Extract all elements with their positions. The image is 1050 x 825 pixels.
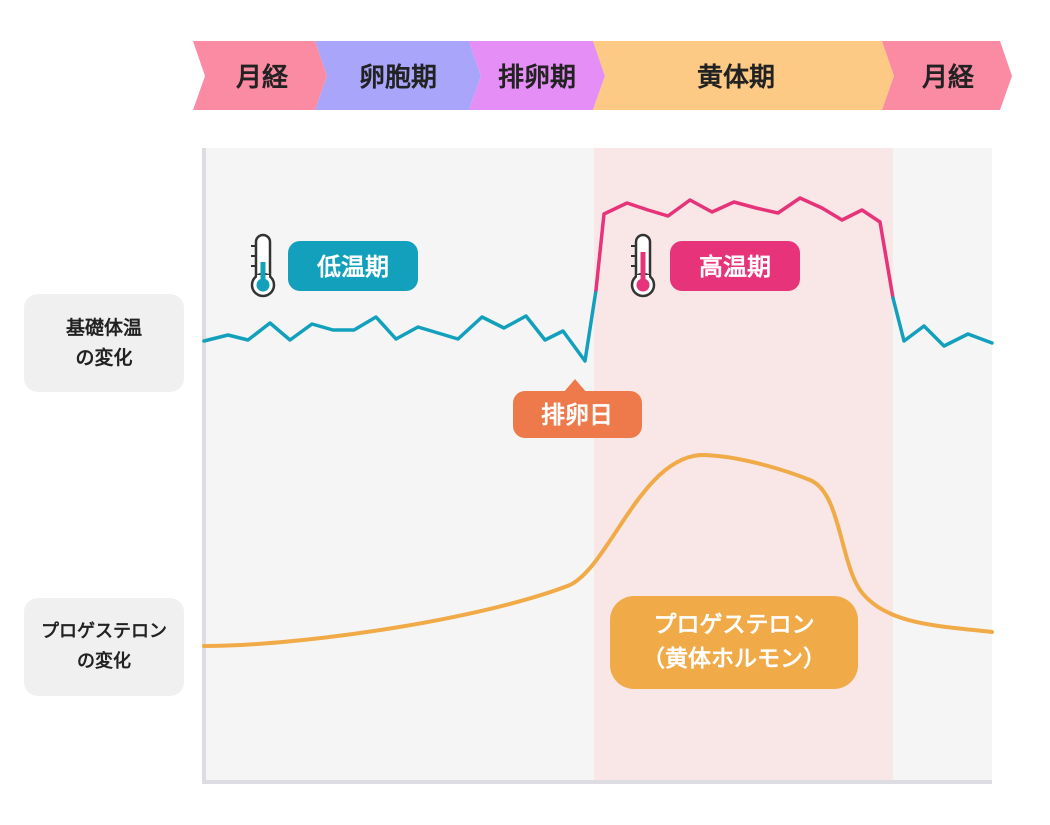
side-label-bbt: 基礎体温 の変化 <box>24 294 184 392</box>
phase-banner: 月経 卵胞期 排卵期 黄体期 月経 <box>193 41 1012 110</box>
phase-chevron-menstruation-2 <box>882 41 1012 110</box>
phase-chevron-ovulatory <box>469 41 605 110</box>
ovulation-day-label: 排卵日 <box>541 401 613 429</box>
phase-label-menstruation-1: 月経 <box>235 62 289 93</box>
ovulation-day-pointer <box>563 379 587 393</box>
high-temp-group: 高温期 <box>630 233 800 298</box>
progesterone-callout: プロゲステロン （黄体ホルモン） <box>610 596 858 689</box>
side-label-bbt-line2: の変化 <box>75 347 133 369</box>
bbt-line-high-phase <box>594 196 895 300</box>
high-temp-label: 高温期 <box>699 253 771 281</box>
bbt-line-low-phase <box>202 288 598 363</box>
ovulation-day-badge <box>513 391 642 438</box>
phase-label-ovulatory: 排卵期 <box>498 63 576 93</box>
phase-label-luteal: 黄体期 <box>697 63 775 93</box>
side-label-bbt-line1: 基礎体温 <box>65 317 142 339</box>
phase-chevron-menstruation-1 <box>193 41 327 110</box>
phase-chevron-luteal <box>593 41 894 110</box>
thermometer-icon <box>630 233 656 298</box>
side-label-progesterone-line1: プロゲステロン <box>41 621 167 642</box>
phase-chevron-follicular <box>315 41 481 110</box>
low-temp-badge <box>288 241 418 291</box>
side-label-progesterone-line2: の変化 <box>77 651 131 672</box>
low-temp-label: 低温期 <box>316 253 389 281</box>
progesterone-badge-line1: プロゲステロン <box>654 612 815 638</box>
phase-label-menstruation-2: 月経 <box>921 62 975 93</box>
phase-label-follicular: 卵胞期 <box>359 62 437 93</box>
thermometer-icon <box>250 233 276 298</box>
ovulation-day-callout: 排卵日 <box>513 379 642 438</box>
low-temp-group: 低温期 <box>250 233 418 298</box>
side-label-progesterone: プロゲステロン の変化 <box>24 598 184 696</box>
bbt-line-menstruation <box>891 296 994 348</box>
progesterone-curve <box>202 452 994 648</box>
progesterone-badge <box>610 596 858 689</box>
high-temp-badge <box>670 241 800 291</box>
progesterone-badge-line2: （黄体ホルモン） <box>642 645 826 672</box>
